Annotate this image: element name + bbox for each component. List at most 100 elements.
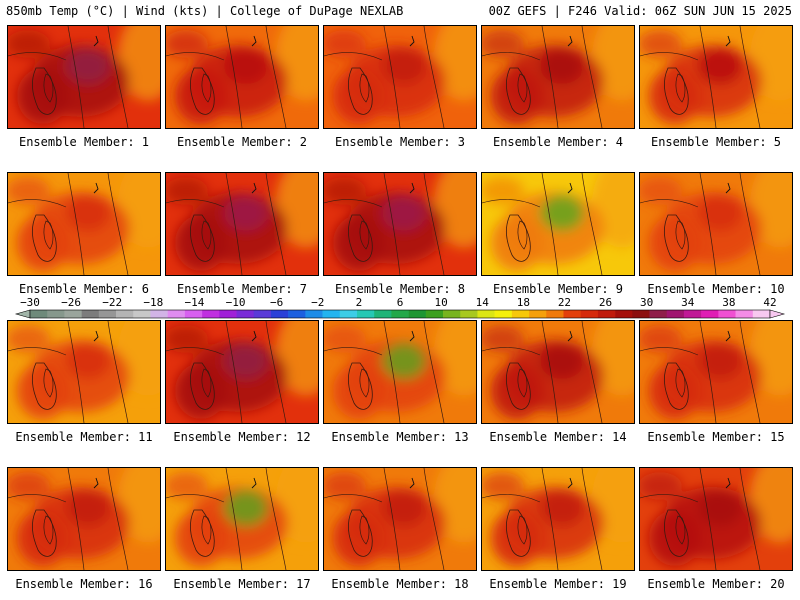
colorbar-segment — [219, 310, 237, 318]
ensemble-member-label: Ensemble Member: 18 — [331, 577, 469, 591]
map-title: 850mb Temp (°C) | Wind (kts) | College o… — [6, 4, 404, 18]
colorbar-segment — [666, 310, 685, 318]
colorbar-segment — [563, 310, 581, 318]
temperature-field — [324, 468, 476, 570]
temperature-colorbar: −30 −26 −22 −18 −14 −10 −6 −2 2 6 10 14 18 22 26 30 34 38… — [14, 296, 786, 319]
colorbar-segment — [184, 310, 203, 318]
colorbar-tick-label: −6 — [270, 296, 283, 309]
colorbar-segment — [425, 310, 444, 318]
ensemble-member-label: Ensemble Member: 3 — [334, 135, 466, 149]
ensemble-member-label: Ensemble Member: 20 — [647, 577, 785, 591]
colorbar-segment — [356, 310, 375, 318]
ensemble-member-label: Ensemble Member: 4 — [492, 135, 624, 149]
ensemble-member-label: Ensemble Member: 2 — [176, 135, 308, 149]
colorbar-segment — [236, 310, 255, 318]
temperature-field — [166, 468, 318, 570]
colorbar-max-arrow — [769, 309, 786, 319]
ensemble-member-map — [323, 172, 477, 276]
colorbar-segment — [167, 310, 186, 318]
colorbar-tick-label: −2 — [311, 296, 324, 309]
colorbar-tick-label: 22 — [558, 296, 571, 309]
temperature-field — [482, 321, 634, 423]
ensemble-member-map — [481, 467, 635, 571]
ensemble-member-label: Ensemble Member: 13 — [331, 430, 469, 444]
ensemble-member-label: Ensemble Member: 15 — [647, 430, 785, 444]
colorbar-tick-label: 38 — [722, 296, 735, 309]
ensemble-member-label: Ensemble Member: 8 — [334, 282, 466, 296]
colorbar-segment — [408, 310, 427, 318]
temperature-field — [640, 468, 792, 570]
colorbar-segment — [511, 310, 530, 318]
ensemble-member-label: Ensemble Member: 10 — [647, 282, 785, 296]
colorbar-segment — [288, 310, 306, 318]
ensemble-member-map — [7, 172, 161, 276]
colorbar-segment — [529, 310, 547, 318]
colorbar-segment — [649, 310, 668, 318]
ensemble-member-label: Ensemble Member: 1 — [18, 135, 150, 149]
ensemble-member-map — [7, 467, 161, 571]
colorbar-tick-label: 10 — [434, 296, 447, 309]
ensemble-member-label: Ensemble Member: 12 — [173, 430, 311, 444]
ensemble-member-label: Ensemble Member: 14 — [489, 430, 627, 444]
colorbar-segment — [98, 310, 117, 318]
colorbar-segment — [391, 310, 409, 318]
colorbar-segment — [735, 310, 754, 318]
ensemble-member-map — [7, 320, 161, 424]
colorbar-segment — [597, 310, 616, 318]
colorbar-segment — [150, 310, 168, 318]
temperature-field — [166, 321, 318, 423]
temperature-field — [482, 468, 634, 570]
temperature-field — [640, 173, 792, 275]
temperature-field — [166, 173, 318, 275]
ensemble-member-label: Ensemble Member: 6 — [18, 282, 150, 296]
ensemble-member-map — [323, 320, 477, 424]
colorbar-segment — [133, 310, 151, 318]
colorbar-segment — [460, 310, 478, 318]
ensemble-member-map — [165, 25, 319, 129]
colorbar-tick-label: 26 — [599, 296, 612, 309]
temperature-field — [324, 26, 476, 128]
ensemble-member-map — [639, 467, 793, 571]
ensemble-member-map — [165, 172, 319, 276]
colorbar-tick-label: −10 — [226, 296, 246, 309]
ensemble-member-label: Ensemble Member: 11 — [15, 430, 153, 444]
temperature-field — [482, 173, 634, 275]
colorbar-segment — [683, 310, 702, 318]
colorbar-tick-label: −14 — [185, 296, 205, 309]
colorbar-segment — [47, 310, 65, 318]
ensemble-member-map — [323, 467, 477, 571]
ensemble-member-map — [639, 172, 793, 276]
temperature-field — [8, 26, 160, 128]
colorbar-segment — [718, 310, 736, 318]
ensemble-member-label: Ensemble Member: 16 — [15, 577, 153, 591]
colorbar-segment — [752, 310, 771, 318]
temperature-field — [166, 26, 318, 128]
ensemble-member-label: Ensemble Member: 5 — [650, 135, 782, 149]
colorbar-tick-label: 2 — [356, 296, 363, 309]
colorbar-segment — [701, 310, 719, 318]
colorbar-tick-label: 34 — [681, 296, 695, 309]
temperature-field — [640, 26, 792, 128]
temperature-field — [324, 321, 476, 423]
colorbar-segment — [339, 310, 358, 318]
colorbar-segment — [494, 310, 513, 318]
colorbar-min-arrow — [14, 309, 31, 319]
ensemble-member-map — [323, 25, 477, 129]
colorbar-tick-label: −18 — [143, 296, 163, 309]
ensemble-member-map — [639, 320, 793, 424]
ensemble-member-label: Ensemble Member: 19 — [489, 577, 627, 591]
temperature-field — [8, 321, 160, 423]
colorbar-segment — [580, 310, 599, 318]
ensemble-member-map — [481, 25, 635, 129]
ensemble-member-label: Ensemble Member: 17 — [173, 577, 311, 591]
colorbar-segment — [443, 310, 461, 318]
colorbar-tick-label: 6 — [397, 296, 404, 309]
colorbar-segment — [322, 310, 341, 318]
colorbar-segment — [30, 310, 48, 318]
colorbar-tick-label: 14 — [476, 296, 490, 309]
ensemble-member-map — [165, 467, 319, 571]
ensemble-member-map — [481, 320, 635, 424]
colorbar-segment — [305, 310, 323, 318]
colorbar-tick-label: −22 — [102, 296, 122, 309]
colorbar-segment — [374, 310, 392, 318]
